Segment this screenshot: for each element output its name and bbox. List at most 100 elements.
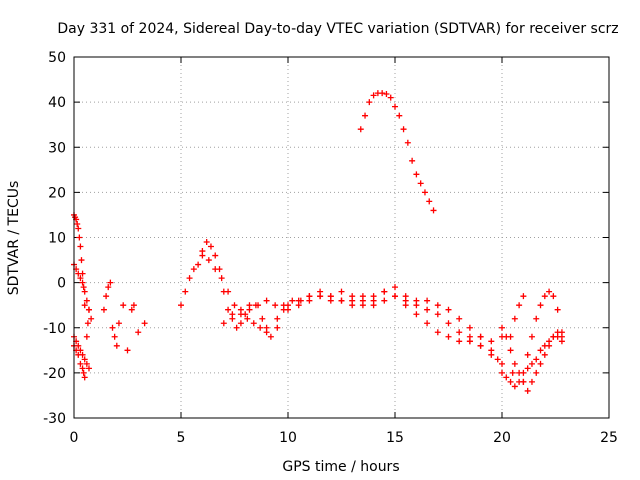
data-point <box>111 333 118 340</box>
y-tick-label: 0 <box>57 276 66 292</box>
data-point <box>533 369 540 376</box>
axis-ticks: 0 5 10 15 20 25 -30 -20 -10 0 10 20 30 40 50 <box>43 50 618 446</box>
data-point <box>77 275 84 282</box>
plot-frame <box>73 56 610 419</box>
data-point <box>516 302 523 309</box>
data-point <box>103 293 110 300</box>
data-point <box>182 288 189 295</box>
series-arc-high <box>357 90 437 214</box>
data-point <box>220 320 227 327</box>
y-tick-label: -10 <box>43 321 66 337</box>
data-point <box>81 302 88 309</box>
y-tick-label: 50 <box>48 50 66 66</box>
data-point <box>409 157 416 164</box>
data-point <box>424 297 431 304</box>
data-point <box>120 302 127 309</box>
data-point <box>516 369 523 376</box>
data-point <box>424 320 431 327</box>
data-point <box>88 315 95 322</box>
data-point <box>400 126 407 133</box>
data-point <box>289 297 296 304</box>
data-point <box>244 315 251 322</box>
data-point <box>250 320 257 327</box>
data-point <box>80 369 87 376</box>
data-point <box>259 315 266 322</box>
data-point <box>499 360 505 367</box>
data-point <box>79 279 86 286</box>
data-point <box>528 333 535 340</box>
data-point <box>379 90 386 97</box>
data-point <box>267 333 274 340</box>
x-tick-label: 10 <box>279 430 297 446</box>
data-point <box>285 306 291 313</box>
data-point <box>370 92 377 99</box>
data-point <box>218 275 225 282</box>
data-point <box>546 338 553 345</box>
data-point <box>349 302 356 309</box>
data-point <box>75 225 82 232</box>
data-point <box>434 329 441 336</box>
x-tick-label: 15 <box>386 430 404 446</box>
data-point <box>225 288 232 295</box>
data-point <box>263 297 270 304</box>
y-axis-label: SDTVAR / TECUs <box>6 181 22 296</box>
data-point <box>533 356 540 363</box>
data-point <box>524 387 531 394</box>
data-point <box>81 374 88 381</box>
data-point <box>520 378 527 385</box>
data-point <box>295 302 302 309</box>
data-point <box>558 329 565 336</box>
data-point <box>280 302 287 309</box>
data-point <box>246 302 253 309</box>
data-point <box>456 338 463 345</box>
data-point <box>413 311 420 318</box>
data-point <box>520 293 527 300</box>
data-point <box>199 248 206 255</box>
series-cluster-late-3 <box>507 293 565 372</box>
data-point <box>107 279 114 286</box>
x-tick-label: 25 <box>600 430 618 446</box>
data-point <box>274 315 281 322</box>
data-point <box>413 302 420 309</box>
data-point <box>402 302 409 309</box>
data-point <box>205 257 212 264</box>
data-point <box>203 239 210 246</box>
data-point <box>383 91 390 98</box>
data-point <box>100 306 107 313</box>
data-point <box>424 306 431 313</box>
data-point <box>554 333 561 340</box>
data-point <box>445 333 452 340</box>
data-point <box>370 297 377 304</box>
data-point <box>237 306 244 313</box>
data-point <box>381 297 388 304</box>
data-point <box>503 374 510 381</box>
data-point <box>130 302 137 309</box>
data-point <box>78 257 85 264</box>
data-point <box>528 378 535 385</box>
data-point <box>541 351 548 358</box>
data-point <box>477 333 484 340</box>
data-point <box>77 243 84 250</box>
data-point <box>195 261 202 268</box>
data-point <box>237 320 244 327</box>
y-tick-label: -30 <box>43 411 66 427</box>
y-tick-label: 10 <box>48 231 66 247</box>
data-point <box>229 311 236 318</box>
data-point <box>186 275 193 282</box>
data-point <box>477 342 484 349</box>
data-point <box>404 139 411 146</box>
x-tick-label: 20 <box>493 430 511 446</box>
data-point <box>445 306 452 313</box>
data-point <box>387 94 394 101</box>
data-point <box>124 347 131 354</box>
data-point <box>507 378 514 385</box>
data-point <box>74 220 81 227</box>
data-point <box>511 360 518 367</box>
data-point <box>233 324 240 331</box>
data-point <box>381 288 388 295</box>
x-tick-label: 0 <box>70 430 79 446</box>
data-point <box>135 329 142 336</box>
data-point <box>421 189 428 196</box>
series-cluster-late <box>466 288 565 390</box>
data-point <box>85 365 92 372</box>
